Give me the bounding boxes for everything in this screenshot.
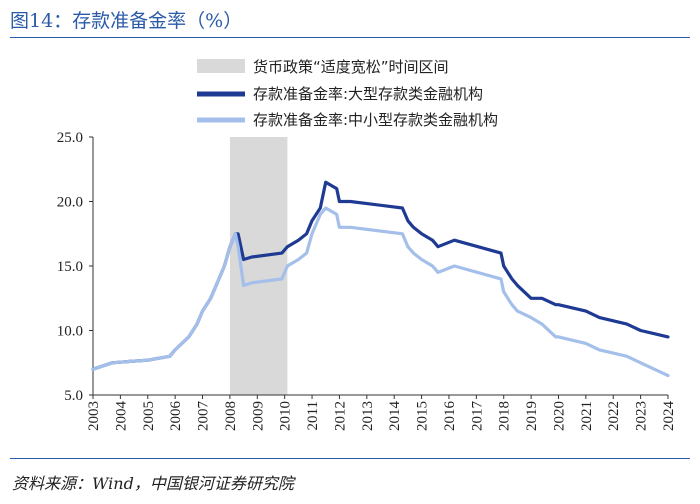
x-tick-label: 2015 bbox=[415, 401, 431, 431]
y-tick-label: 25.0 bbox=[57, 130, 83, 146]
y-tick-label: 10.0 bbox=[57, 324, 83, 340]
x-tick-label: 2011 bbox=[305, 401, 321, 430]
shaded-period-band bbox=[229, 137, 288, 395]
bottom-rule bbox=[10, 458, 690, 459]
y-tick-label: 15.0 bbox=[57, 259, 83, 275]
x-tick-label: 2004 bbox=[113, 401, 129, 432]
x-tick-label: 2007 bbox=[196, 401, 212, 432]
title-rule bbox=[10, 37, 690, 38]
legend-label-large-banks: 存款准备金率:大型存款类金融机构 bbox=[253, 85, 483, 103]
y-tick-label: 20.0 bbox=[57, 195, 83, 211]
x-tick-label: 2012 bbox=[332, 401, 348, 431]
x-tick-label: 2019 bbox=[524, 401, 540, 431]
x-tick-label: 2022 bbox=[606, 401, 622, 431]
x-tick-label: 2008 bbox=[223, 401, 239, 431]
x-tick-label: 2016 bbox=[442, 401, 458, 432]
x-tick-label: 2014 bbox=[387, 401, 403, 432]
x-tick-label: 2003 bbox=[86, 401, 102, 431]
source-note: 资料来源：Wind，中国银河证券研究院 bbox=[12, 474, 294, 493]
x-tick-label: 2017 bbox=[469, 401, 485, 432]
x-tick-label: 2024 bbox=[661, 401, 677, 432]
x-tick-label: 2009 bbox=[250, 401, 266, 431]
legend-label-shaded-period: 货币政策“适度宽松”时间区间 bbox=[253, 58, 449, 76]
x-tick-label: 2018 bbox=[497, 401, 513, 431]
x-tick-label: 2006 bbox=[168, 401, 184, 432]
x-tick-label: 2020 bbox=[551, 401, 567, 431]
x-tick-label: 2023 bbox=[634, 401, 650, 431]
y-tick-label: 5.0 bbox=[64, 388, 83, 404]
x-tick-label: 2021 bbox=[579, 401, 595, 431]
series-line-small-medium-banks bbox=[91, 206, 670, 378]
figure-title: 图14：存款准备金率（%） bbox=[10, 10, 243, 32]
x-tick-label: 2010 bbox=[278, 401, 294, 431]
legend-swatch-shaded-period bbox=[197, 59, 245, 73]
x-tick-label: 2005 bbox=[141, 401, 157, 431]
legend-label-small-medium-banks: 存款准备金率:中小型存款类金融机构 bbox=[253, 111, 498, 129]
x-tick-label: 2013 bbox=[360, 401, 376, 431]
